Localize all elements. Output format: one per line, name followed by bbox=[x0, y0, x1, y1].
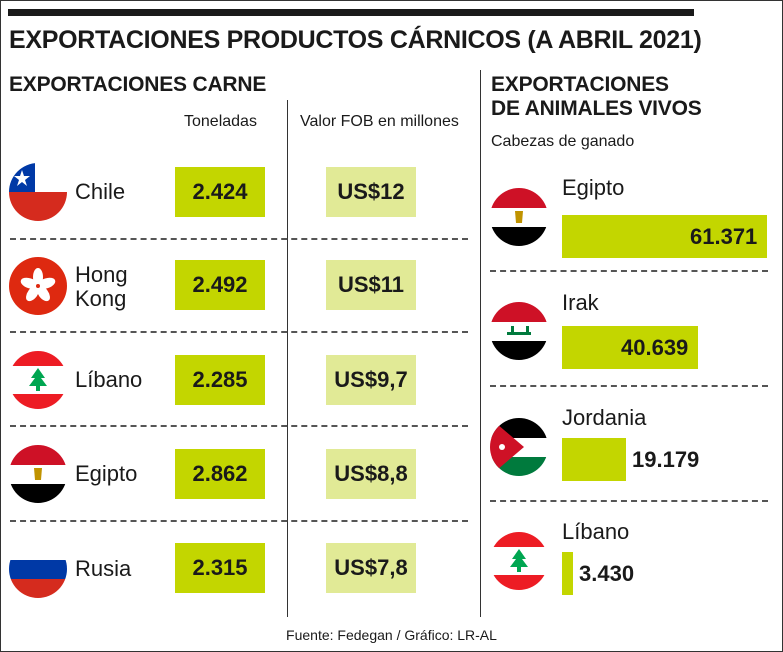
live-animals-title-line1: EXPORTACIONES bbox=[491, 73, 669, 96]
valor-cell: US$8,8 bbox=[326, 449, 416, 499]
valor-cell: US$11 bbox=[326, 260, 416, 310]
hong-kong-flag-icon bbox=[9, 257, 67, 315]
bar-value-label: 19.179 bbox=[632, 447, 700, 472]
country-label: Egipto bbox=[75, 461, 138, 486]
meat-section-title: EXPORTACIONES CARNE bbox=[9, 73, 267, 96]
russia-flag-icon bbox=[9, 540, 67, 598]
bar-irak bbox=[562, 326, 698, 369]
country-label: Rusia bbox=[75, 556, 132, 581]
column-divider bbox=[287, 100, 288, 617]
country-label: Chile bbox=[75, 179, 126, 204]
row-divider bbox=[10, 425, 468, 427]
lebanon-flag-icon bbox=[490, 532, 548, 590]
country-label: Irak bbox=[562, 290, 599, 315]
valor-cell: US$7,8 bbox=[326, 543, 416, 593]
iraq-flag-icon bbox=[490, 302, 548, 360]
valor-column-header: Valor FOB en millones bbox=[300, 113, 459, 130]
valor-cell: US$12 bbox=[326, 167, 416, 217]
toneladas-cell: 2.862 bbox=[175, 449, 265, 499]
chile-flag-icon bbox=[9, 163, 67, 221]
top-rule bbox=[8, 9, 694, 16]
source-note: Fuente: Fedegan / Gráfico: LR-AL bbox=[286, 627, 497, 643]
toneladas-cell: 2.315 bbox=[175, 543, 265, 593]
bar-value-label: 3.430 bbox=[579, 561, 635, 586]
egypt-flag-icon bbox=[9, 445, 67, 503]
valor-cell: US$9,7 bbox=[326, 355, 416, 405]
row-divider bbox=[10, 331, 468, 333]
chart-title: EXPORTACIONES PRODUCTOS CÁRNICOS (A ABRI… bbox=[9, 26, 702, 54]
bar-egipto bbox=[562, 215, 767, 258]
jordan-flag-icon bbox=[490, 418, 548, 476]
country-label: Líbano bbox=[562, 519, 630, 544]
toneladas-cell: 2.285 bbox=[175, 355, 265, 405]
toneladas-column-header: Toneladas bbox=[184, 113, 257, 130]
toneladas-cell: 2.492 bbox=[175, 260, 265, 310]
row-divider bbox=[10, 238, 468, 240]
bar-value-label: 40.639 bbox=[621, 335, 689, 360]
live-animals-subtitle: Cabezas de ganado bbox=[491, 133, 635, 150]
country-label: Egipto bbox=[562, 175, 625, 200]
toneladas-cell: 2.424 bbox=[175, 167, 265, 217]
egypt-flag-icon bbox=[490, 188, 548, 246]
country-label: Líbano bbox=[75, 367, 143, 392]
bar-líbano bbox=[562, 552, 573, 595]
row-divider bbox=[10, 520, 468, 522]
row-divider bbox=[490, 385, 768, 387]
section-divider bbox=[480, 70, 481, 617]
bar-value-label: 61.371 bbox=[690, 224, 758, 249]
country-label: Jordania bbox=[562, 405, 647, 430]
bar-jordania bbox=[562, 438, 626, 481]
live-animals-title-line2: DE ANIMALES VIVOS bbox=[491, 97, 702, 120]
lebanon-flag-icon bbox=[9, 351, 67, 409]
country-label: Hong Kong bbox=[75, 262, 128, 311]
row-divider bbox=[490, 270, 768, 272]
row-divider bbox=[490, 500, 768, 502]
